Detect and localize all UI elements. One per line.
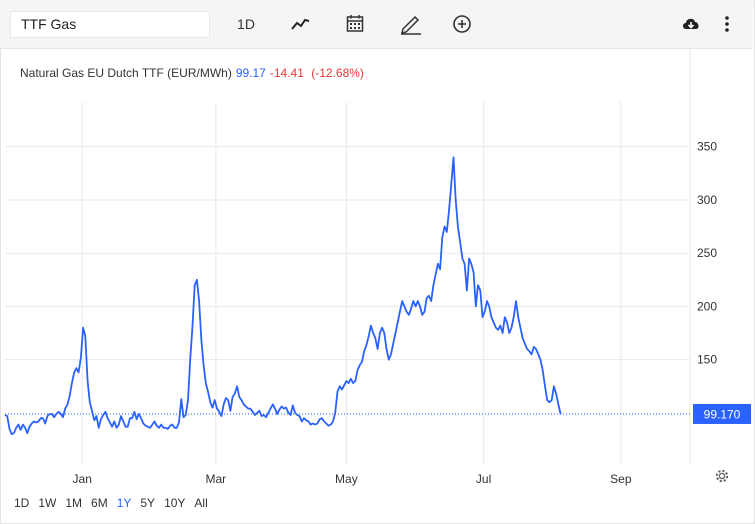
- last-price-label: 99.170: [704, 407, 741, 421]
- last-price-tag: [693, 403, 751, 424]
- calendar-icon[interactable]: [345, 12, 367, 36]
- y-tick-label: 300: [697, 193, 717, 207]
- y-tick-label: 350: [697, 140, 717, 154]
- legend-change-pct: (-12.68%): [311, 66, 364, 80]
- x-tick-label: Mar: [206, 472, 227, 486]
- range-button-1y[interactable]: 1Y: [116, 496, 132, 510]
- more-vertical-icon[interactable]: [720, 12, 734, 36]
- settings-gear-icon[interactable]: [714, 468, 730, 489]
- download-cloud-icon[interactable]: [680, 12, 702, 36]
- y-tick-label: 150: [697, 353, 717, 367]
- range-button-all[interactable]: All: [194, 496, 208, 510]
- legend-series-name: Natural Gas EU Dutch TTF (EUR/MWh): [20, 66, 232, 80]
- x-tick-label: Jan: [73, 472, 92, 486]
- range-selector: 1D 1W 1M 6M 1Y 5Y 10Y All: [14, 496, 217, 510]
- x-tick-label: May: [335, 472, 358, 486]
- range-button-1w[interactable]: 1W: [38, 496, 57, 510]
- range-button-5y[interactable]: 5Y: [140, 496, 156, 510]
- price-series-line: [4, 156, 562, 436]
- range-button-1m[interactable]: 1M: [65, 496, 83, 510]
- range-button-1d[interactable]: 1D: [14, 496, 30, 510]
- add-circle-icon[interactable]: [451, 12, 473, 36]
- symbol-search-input[interactable]: TTF Gas: [10, 11, 210, 38]
- legend-change: -14.41: [269, 66, 304, 80]
- range-button-6m[interactable]: 6M: [91, 496, 108, 510]
- draw-pencil-icon[interactable]: [398, 12, 424, 36]
- line-chart-icon[interactable]: [290, 12, 314, 36]
- x-tick-label: Jul: [476, 472, 491, 486]
- x-tick-label: Sep: [610, 472, 632, 486]
- y-tick-label: 200: [697, 299, 717, 313]
- interval-button[interactable]: 1D: [237, 16, 255, 32]
- price-chart[interactable]: 150 200 250 300 350 Jan Mar May Jul Sep 99.170: [0, 48, 755, 494]
- y-tick-label: 250: [697, 246, 717, 260]
- chart-legend: Natural Gas EU Dutch TTF (EUR/MWh) 99.17-…: [20, 66, 364, 80]
- toolbar: TTF Gas 1D: [0, 0, 753, 49]
- range-button-10y[interactable]: 10Y: [164, 496, 186, 510]
- legend-price: 99.17: [235, 66, 266, 80]
